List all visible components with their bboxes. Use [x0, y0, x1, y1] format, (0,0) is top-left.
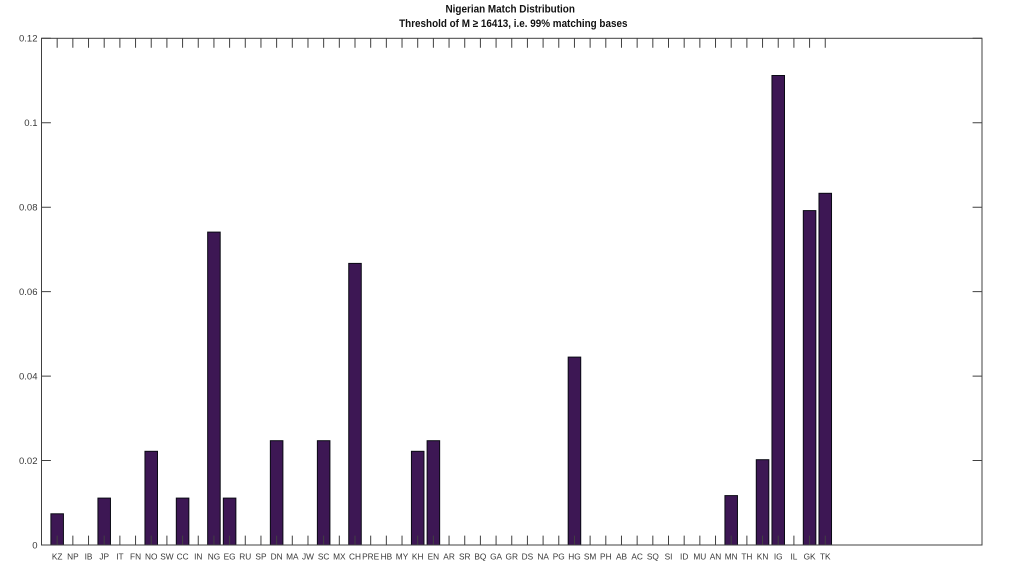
svg-text:0.12: 0.12 — [19, 34, 38, 45]
svg-text:KH: KH — [412, 551, 424, 561]
svg-text:IB: IB — [85, 551, 93, 561]
svg-text:CC: CC — [177, 551, 189, 561]
svg-text:AC: AC — [631, 551, 643, 561]
svg-text:SC: SC — [318, 551, 330, 561]
svg-text:MX: MX — [333, 551, 346, 561]
svg-text:PG: PG — [553, 551, 565, 561]
svg-text:CH: CH — [349, 551, 361, 561]
svg-text:SM: SM — [584, 551, 597, 561]
svg-text:0.04: 0.04 — [19, 371, 38, 382]
svg-text:0.02: 0.02 — [19, 456, 38, 467]
svg-text:RU: RU — [239, 551, 251, 561]
svg-text:SR: SR — [459, 551, 471, 561]
svg-text:IG: IG — [774, 551, 783, 561]
svg-text:MU: MU — [693, 551, 706, 561]
svg-text:FN: FN — [130, 551, 141, 561]
svg-text:AN: AN — [710, 551, 722, 561]
svg-text:PH: PH — [600, 551, 612, 561]
svg-text:HG: HG — [568, 551, 580, 561]
svg-text:0.1: 0.1 — [24, 118, 37, 129]
svg-text:AB: AB — [616, 551, 628, 561]
svg-text:SW: SW — [160, 551, 174, 561]
svg-text:Threshold of M ≥ 16413, i.e. 9: Threshold of M ≥ 16413, i.e. 99% matchin… — [399, 18, 627, 30]
svg-text:MA: MA — [286, 551, 299, 561]
svg-text:SI: SI — [665, 551, 673, 561]
svg-text:JP: JP — [99, 551, 109, 561]
svg-text:NA: NA — [537, 551, 549, 561]
svg-text:TH: TH — [741, 551, 752, 561]
svg-text:PRE: PRE — [362, 551, 380, 561]
svg-text:GR: GR — [506, 551, 518, 561]
svg-text:HB: HB — [381, 551, 393, 561]
svg-text:IL: IL — [790, 551, 797, 561]
svg-text:AR: AR — [443, 551, 455, 561]
svg-text:GA: GA — [490, 551, 502, 561]
svg-text:MY: MY — [396, 551, 409, 561]
svg-text:JW: JW — [302, 551, 314, 561]
svg-text:MN: MN — [725, 551, 738, 561]
svg-text:DN: DN — [271, 551, 283, 561]
svg-text:SQ: SQ — [647, 551, 660, 561]
svg-text:NP: NP — [67, 551, 79, 561]
svg-text:0.08: 0.08 — [19, 203, 38, 214]
svg-text:NO: NO — [145, 551, 158, 561]
svg-text:BQ: BQ — [474, 551, 487, 561]
svg-text:0.06: 0.06 — [19, 287, 38, 298]
svg-text:KN: KN — [757, 551, 769, 561]
svg-text:KZ: KZ — [52, 551, 63, 561]
svg-text:SP: SP — [255, 551, 267, 561]
svg-text:EN: EN — [428, 551, 440, 561]
svg-text:IN: IN — [194, 551, 202, 561]
svg-text:NG: NG — [208, 551, 220, 561]
svg-text:IT: IT — [116, 551, 123, 561]
svg-text:GK: GK — [804, 551, 816, 561]
svg-text:EG: EG — [224, 551, 236, 561]
svg-text:ID: ID — [680, 551, 688, 561]
svg-text:Nigerian Match Distribution: Nigerian Match Distribution — [446, 4, 576, 16]
svg-text:TK: TK — [820, 551, 831, 561]
svg-text:0: 0 — [32, 540, 37, 551]
svg-text:DS: DS — [522, 551, 534, 561]
